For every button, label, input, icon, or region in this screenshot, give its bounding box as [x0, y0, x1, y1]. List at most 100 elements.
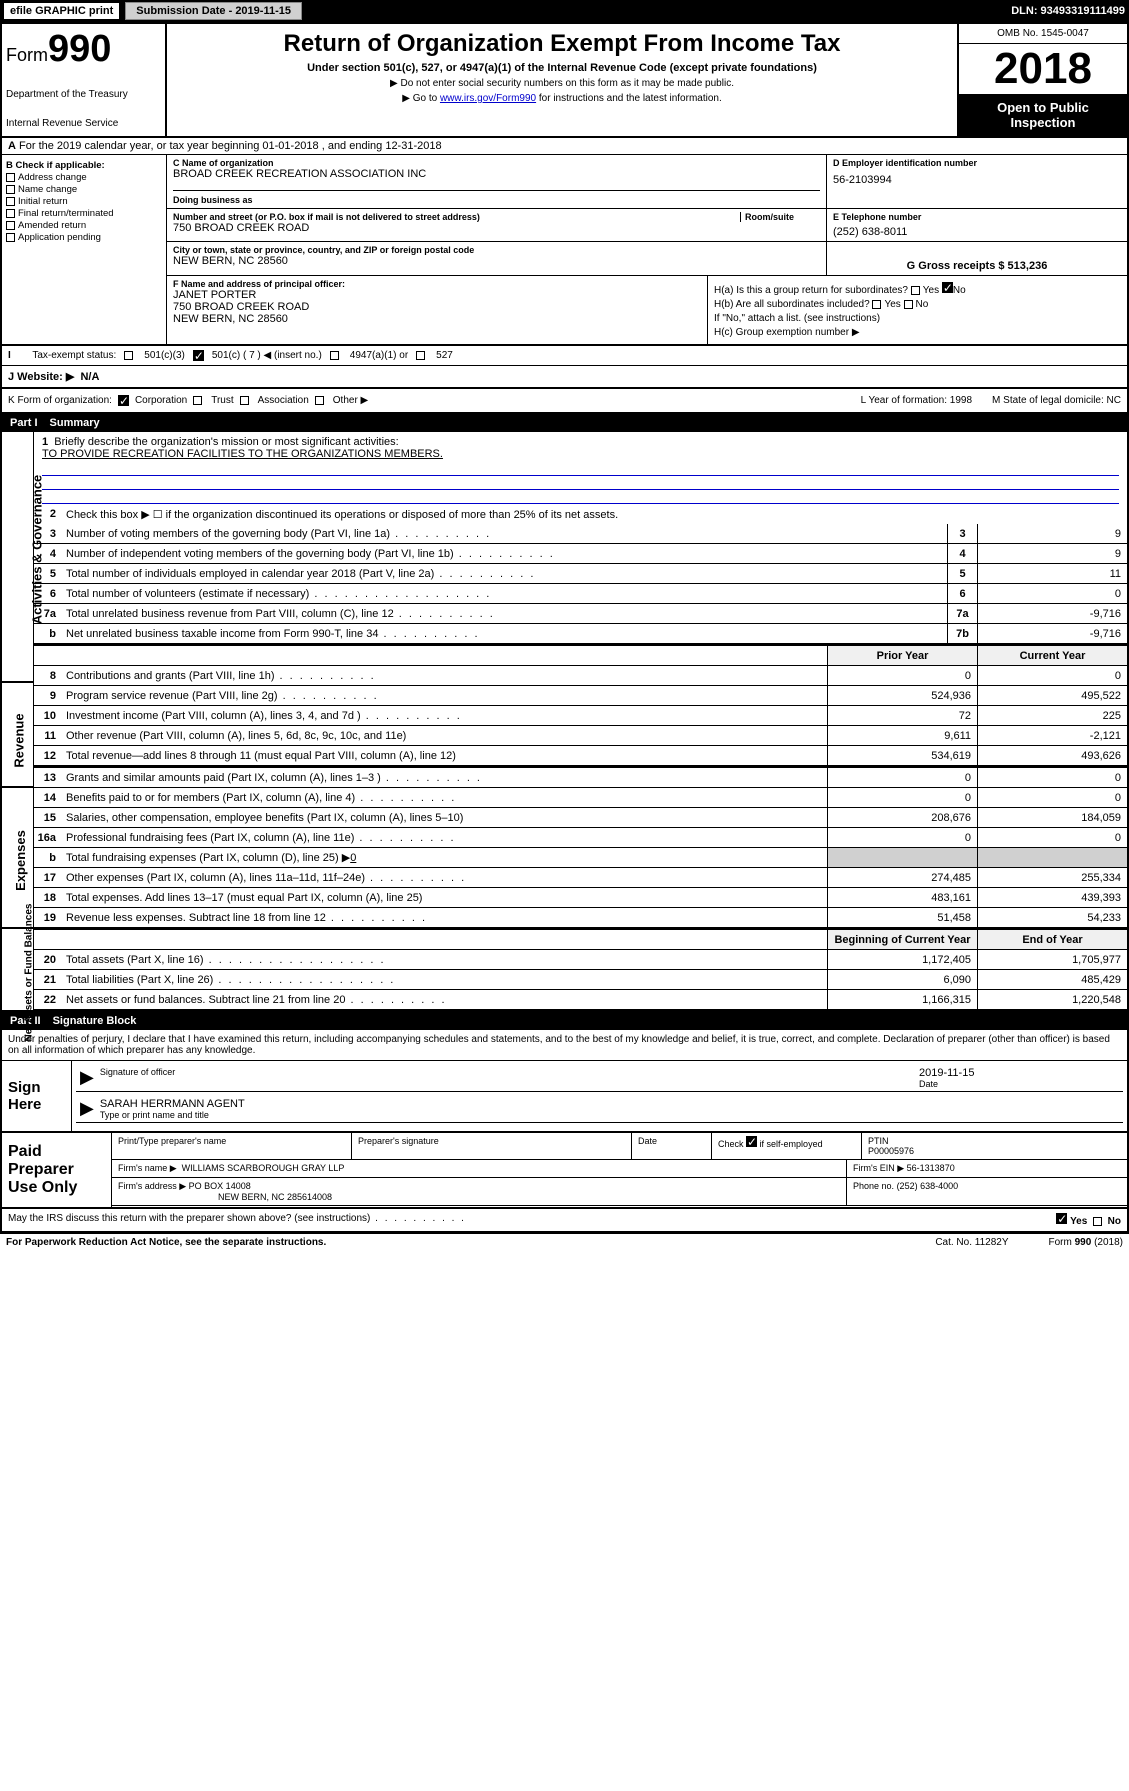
line-9: Program service revenue (Part VIII, line…	[62, 688, 827, 704]
chk-initial[interactable]	[6, 197, 15, 206]
city-block: City or town, state or province, country…	[167, 242, 827, 275]
section-bcd: B Check if applicable: Address change Na…	[2, 155, 1127, 345]
tel-block: E Telephone number (252) 638-8011	[827, 209, 1127, 241]
line-15: Salaries, other compensation, employee b…	[62, 810, 827, 826]
chk-address[interactable]	[6, 173, 15, 182]
header-mid: Return of Organization Exempt From Incom…	[167, 24, 957, 136]
part2-header: Part II Signature Block	[2, 1012, 1127, 1030]
gross-receipts: G Gross receipts $ 513,236	[827, 242, 1127, 275]
firm-ein: 56-1313870	[907, 1163, 955, 1173]
chk-ha-no[interactable]	[942, 282, 953, 293]
hdr-begin: Beginning of Current Year	[827, 930, 977, 949]
chk-final[interactable]	[6, 209, 15, 218]
ein-value: 56-2103994	[833, 174, 1121, 186]
val-3: 9	[977, 524, 1127, 543]
firm-phone: (252) 638-4000	[897, 1181, 959, 1191]
klm-row: K Form of organization: Corporation Trus…	[2, 389, 1127, 414]
pra-notice: For Paperwork Reduction Act Notice, see …	[6, 1237, 326, 1248]
chk-discuss-yes[interactable]	[1056, 1213, 1067, 1224]
mission-blank	[42, 462, 1119, 476]
line-22: Net assets or fund balances. Subtract li…	[62, 992, 827, 1008]
chk-4947[interactable]	[330, 351, 339, 360]
irs-label: Internal Revenue Service	[6, 118, 161, 129]
sign-here-label: Sign Here	[2, 1061, 72, 1131]
h-block: H(a) Is this a group return for subordin…	[707, 276, 1127, 344]
part1-header: Part I Summary	[2, 414, 1127, 432]
footer-row: For Paperwork Reduction Act Notice, see …	[0, 1233, 1129, 1251]
summary-body: Activities & Governance Revenue Expenses…	[2, 432, 1127, 1012]
top-bar: efile GRAPHIC print Submission Date - 20…	[0, 0, 1129, 22]
city-state: NEW BERN, NC 28560	[173, 255, 820, 267]
website-row: J Website: ▶ N/A	[2, 366, 1127, 389]
vert-governance: Activities & Governance	[29, 475, 44, 625]
ein-block: D Employer identification number 56-2103…	[827, 155, 1127, 208]
cat-no: Cat. No. 11282Y	[935, 1237, 1008, 1248]
chk-pending[interactable]	[6, 233, 15, 242]
form-number: 990	[48, 28, 111, 70]
chk-501c[interactable]	[193, 350, 204, 361]
discuss-row: May the IRS discuss this return with the…	[2, 1209, 1127, 1231]
chk-amended[interactable]	[6, 221, 15, 230]
chk-other[interactable]	[315, 396, 324, 405]
line-21: Total liabilities (Part X, line 26)	[62, 972, 827, 988]
chk-527[interactable]	[416, 351, 425, 360]
telephone: (252) 638-8011	[833, 226, 1121, 238]
line-1: 1 Briefly describe the organization's mi…	[34, 432, 1127, 462]
submission-date[interactable]: Submission Date - 2019-11-15	[125, 2, 302, 20]
org-name: BROAD CREEK RECREATION ASSOCIATION INC	[173, 168, 820, 180]
year-formation: L Year of formation: 1998	[861, 395, 972, 406]
line-16a: Professional fundraising fees (Part IX, …	[62, 830, 827, 846]
vert-expenses: Expenses	[13, 830, 28, 891]
line-12: Total revenue—add lines 8 through 11 (mu…	[62, 748, 827, 764]
ptin: P00005976	[868, 1146, 1121, 1156]
omb-number: OMB No. 1545-0047	[959, 24, 1127, 44]
officer-typed-name: SARAH HERRMANN AGENT	[100, 1098, 245, 1110]
form-page-ref: Form 990 (2018)	[1049, 1237, 1123, 1248]
irs-link[interactable]: www.irs.gov/Form990	[440, 93, 536, 104]
efile-label[interactable]: efile GRAPHIC print	[4, 3, 119, 19]
sig-arrow-icon: ▶	[80, 1067, 94, 1089]
chk-self-employed[interactable]	[746, 1136, 757, 1147]
line-7b: Net unrelated business taxable income fr…	[62, 626, 947, 642]
chk-discuss-no[interactable]	[1093, 1217, 1102, 1226]
line-2: Check this box ▶ ☐ if the organization d…	[62, 506, 1127, 523]
val-7b: -9,716	[977, 624, 1127, 643]
form-prefix: Form	[6, 45, 48, 65]
sig-declaration: Under penalties of perjury, I declare th…	[2, 1030, 1127, 1061]
note-ssn: ▶ Do not enter social security numbers o…	[173, 78, 951, 89]
hdr-current: Current Year	[977, 646, 1127, 665]
chk-trust[interactable]	[193, 396, 202, 405]
vert-revenue: Revenue	[12, 714, 27, 768]
sign-here-block: Sign Here ▶ Signature of officer 2019-11…	[2, 1061, 1127, 1133]
chk-assoc[interactable]	[240, 396, 249, 405]
line-3: Number of voting members of the governin…	[62, 526, 947, 542]
chk-corp[interactable]	[118, 395, 129, 406]
line-16b: Total fundraising expenses (Part IX, col…	[62, 849, 827, 866]
val-4: 9	[977, 544, 1127, 563]
chk-501c3[interactable]	[124, 351, 133, 360]
chk-hb-yes[interactable]	[872, 300, 881, 309]
chk-name[interactable]	[6, 185, 15, 194]
dept-treasury: Department of the Treasury	[6, 89, 161, 100]
line-20: Total assets (Part X, line 16)	[62, 952, 827, 968]
officer-block: F Name and address of principal officer:…	[167, 276, 707, 344]
sig-date: 2019-11-15	[919, 1067, 1119, 1079]
form-subtitle: Under section 501(c), 527, or 4947(a)(1)…	[173, 62, 951, 74]
chk-hb-no[interactable]	[904, 300, 913, 309]
open-public: Open to Public Inspection	[959, 94, 1127, 136]
col-b-checkboxes: B Check if applicable: Address change Na…	[2, 155, 167, 344]
line-19: Revenue less expenses. Subtract line 18 …	[62, 910, 827, 926]
addr-block: Number and street (or P.O. box if mail i…	[167, 209, 827, 241]
firm-name: WILLIAMS SCARBOROUGH GRAY LLP	[182, 1163, 345, 1173]
chk-ha-yes[interactable]	[911, 286, 920, 295]
line-11: Other revenue (Part VIII, column (A), li…	[62, 728, 827, 744]
hdr-end: End of Year	[977, 930, 1127, 949]
vert-net: Net Assets or Fund Balances	[24, 904, 35, 1042]
line-10: Investment income (Part VIII, column (A)…	[62, 708, 827, 724]
hdr-prior: Prior Year	[827, 646, 977, 665]
note-link: ▶ Go to www.irs.gov/Form990 for instruct…	[173, 93, 951, 104]
state-domicile: M State of legal domicile: NC	[992, 395, 1121, 406]
tax-year: 2018	[959, 44, 1127, 94]
val-5: 11	[977, 564, 1127, 583]
line-14: Benefits paid to or for members (Part IX…	[62, 790, 827, 806]
